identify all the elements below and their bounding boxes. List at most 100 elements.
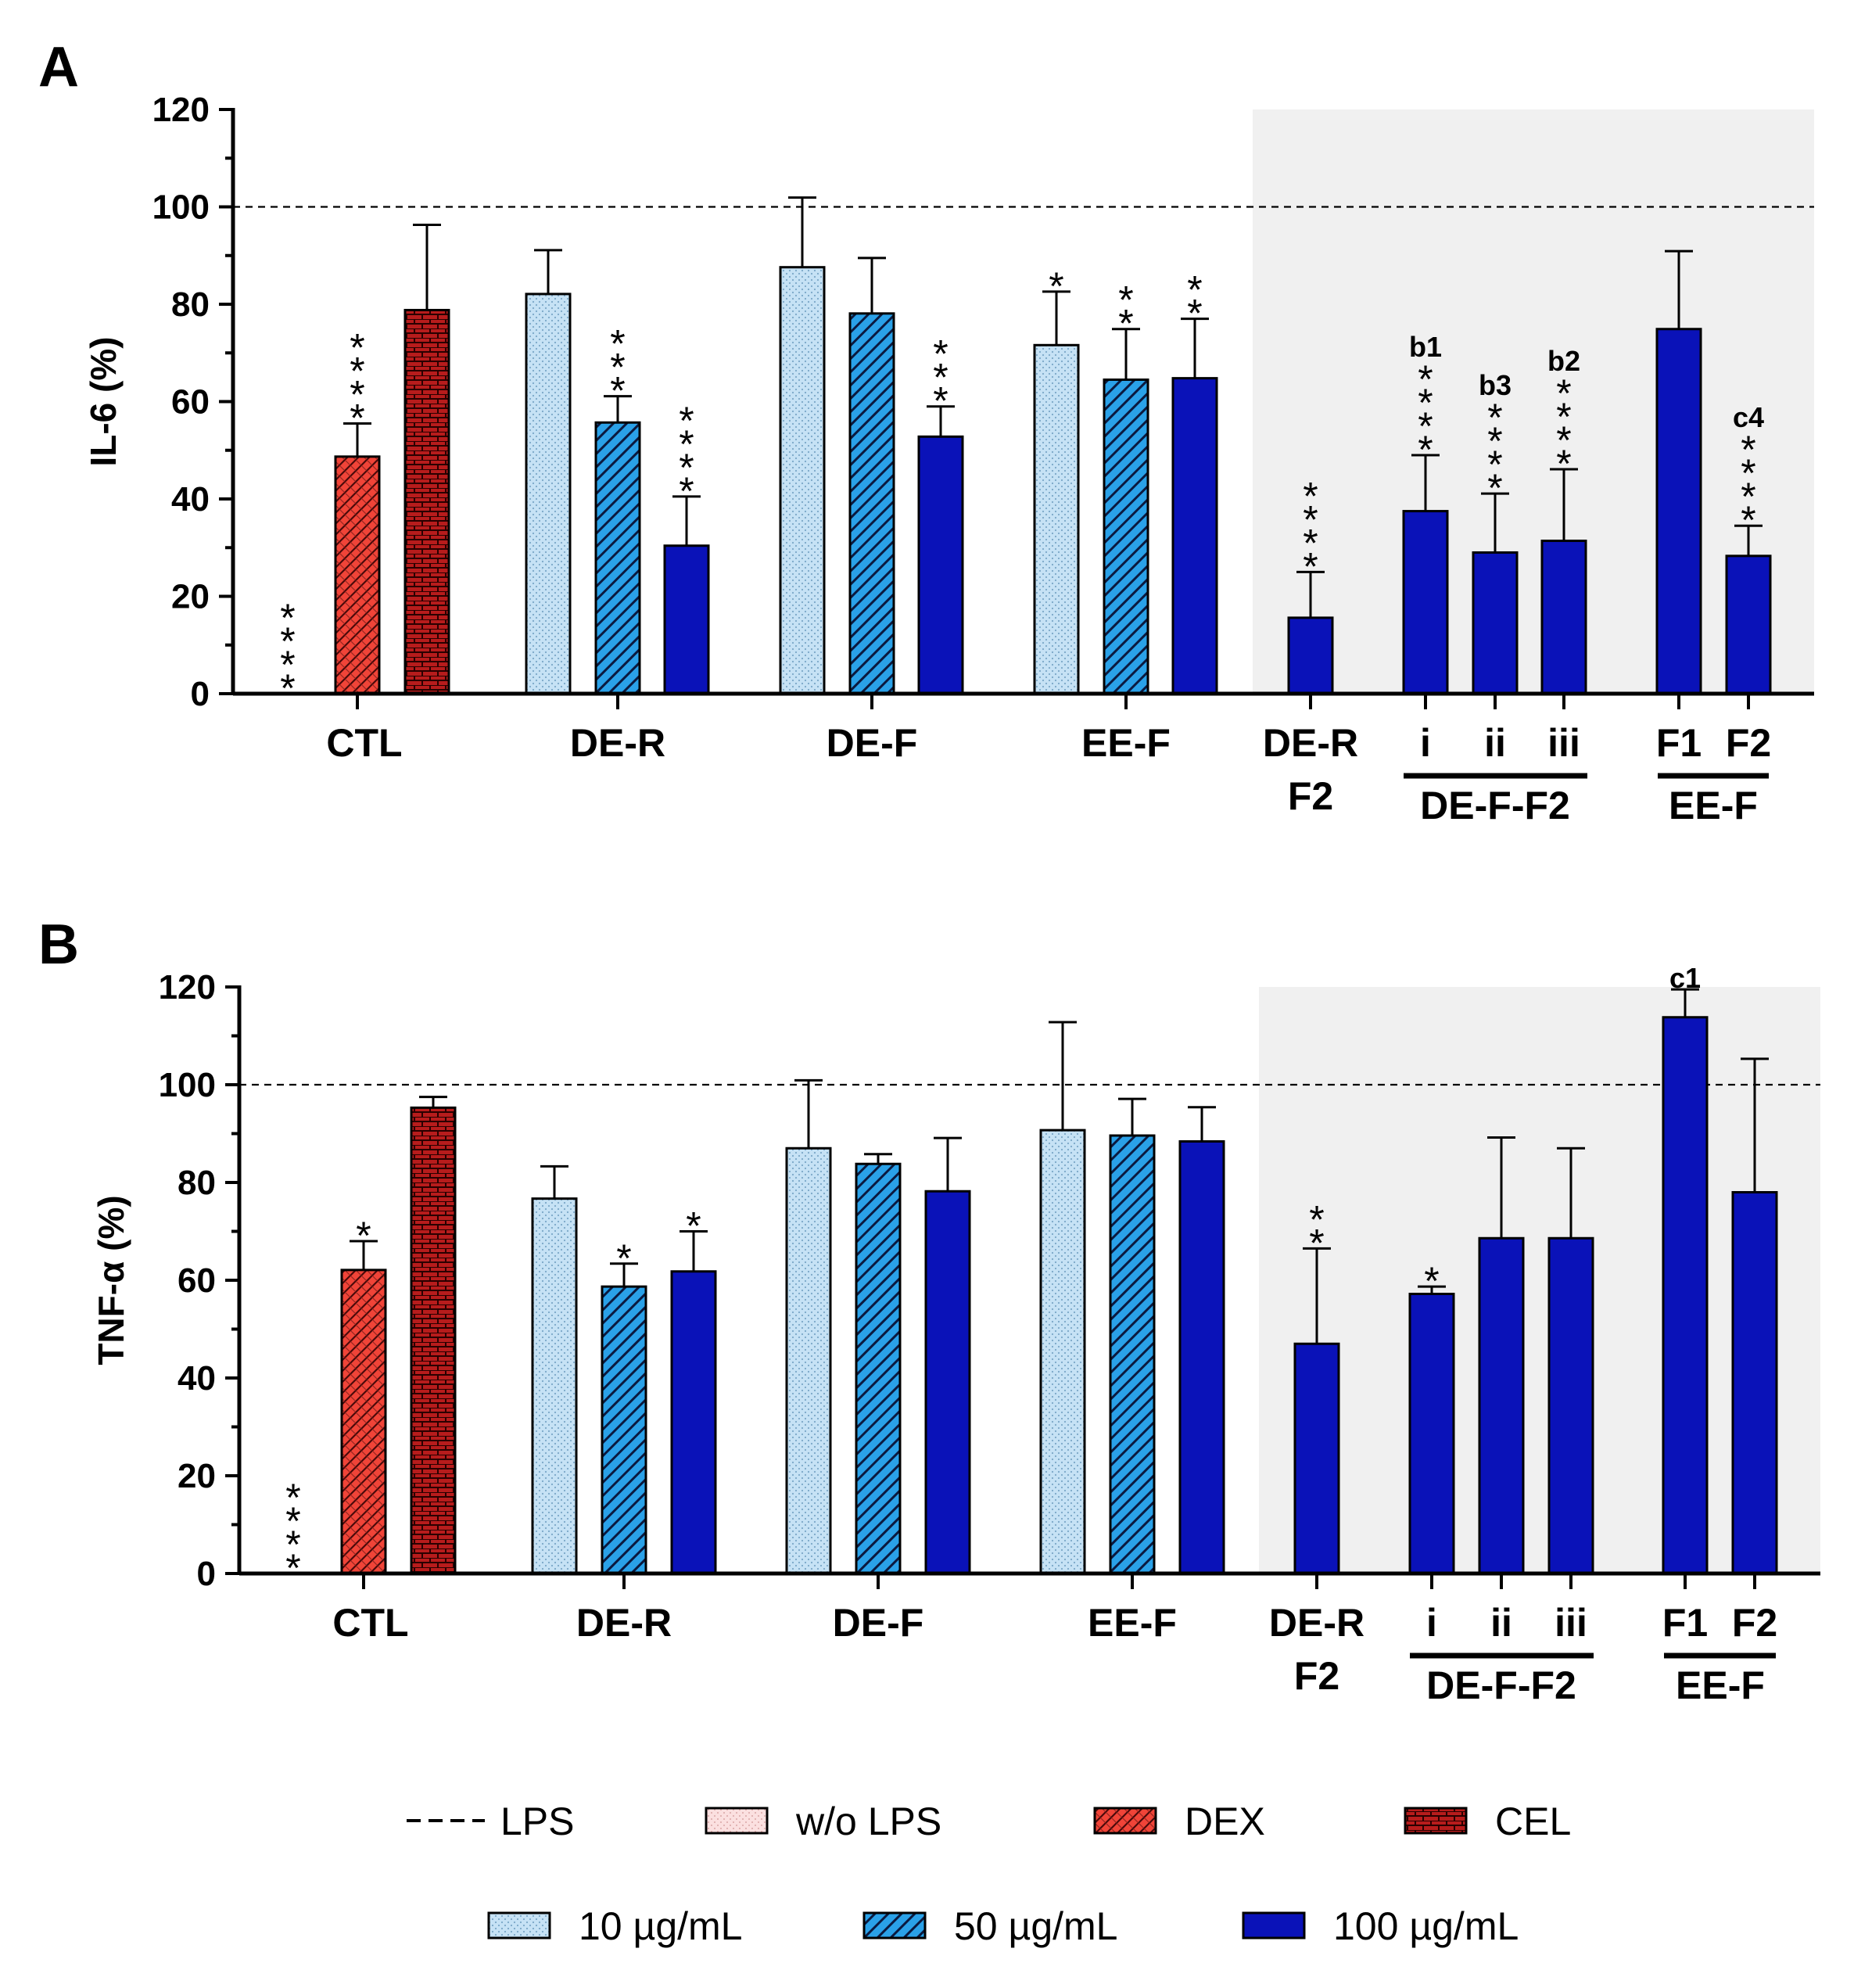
legend-label-c100: 100 µg/mL bbox=[1333, 1904, 1519, 1948]
bar-1-10 bbox=[1109, 1134, 1156, 1575]
sig-star-1-5-0: * bbox=[686, 1204, 701, 1248]
sig-star-0-15-3: * bbox=[1556, 371, 1571, 415]
sig-star-0-5-2: * bbox=[679, 422, 694, 466]
sub-label-0-0: i bbox=[1420, 721, 1431, 765]
sig-star-0-15-2: * bbox=[1556, 395, 1571, 439]
bar-0-13 bbox=[1402, 510, 1449, 695]
sig-star-0-5-3: * bbox=[679, 399, 694, 443]
legend-label-dex: DEX bbox=[1185, 1800, 1265, 1843]
y-tick-label-1-6: 120 bbox=[159, 968, 216, 1007]
bar-1-4 bbox=[601, 1285, 647, 1575]
sig-star-1-1-0: * bbox=[356, 1214, 371, 1258]
bar-0-6 bbox=[779, 266, 826, 695]
letter-0-14: b3 bbox=[1479, 369, 1512, 401]
bar-1-2 bbox=[410, 1106, 457, 1575]
group-label-0-4: DE-R bbox=[1263, 721, 1358, 765]
legend-swatch-c100 bbox=[1242, 1911, 1306, 1940]
group-label-1-6: EE-F bbox=[1676, 1663, 1765, 1707]
sig-star-0-1-2: * bbox=[350, 350, 364, 393]
sub-label-1-4: F2 bbox=[1732, 1601, 1777, 1645]
group-label-0-5: DE-F-F2 bbox=[1420, 784, 1570, 827]
legend-swatch-c50 bbox=[862, 1911, 927, 1940]
sig-star-0-15-0: * bbox=[1556, 442, 1571, 486]
y-tick-label-0-2: 40 bbox=[171, 480, 210, 519]
sub-label-0-3: F1 bbox=[1656, 721, 1702, 765]
sig-star-0-10-0: * bbox=[1118, 302, 1133, 346]
shaded-region-1 bbox=[1259, 987, 1820, 1574]
sig-star-0-4-2: * bbox=[610, 322, 625, 366]
y-axis-label-0: IL-6 (%) bbox=[83, 336, 124, 466]
bar-1-5 bbox=[670, 1270, 717, 1575]
y-tick-label-1-0: 0 bbox=[197, 1555, 216, 1593]
group-label-0-2: DE-F bbox=[827, 721, 918, 765]
panel-label-1: B bbox=[38, 913, 79, 976]
bar-0-9 bbox=[1033, 343, 1080, 695]
sub-label-0-4: F2 bbox=[1726, 721, 1771, 765]
sig-star-0-1-3: * bbox=[350, 326, 364, 370]
bar-1-7 bbox=[855, 1162, 902, 1575]
y-tick-label-0-5: 100 bbox=[152, 188, 210, 227]
sig-star-0-8-0: * bbox=[933, 379, 948, 423]
sig-star-0-14-1: * bbox=[1487, 443, 1502, 486]
y-tick-label-0-0: 0 bbox=[191, 675, 210, 713]
bar-1-9 bbox=[1039, 1129, 1086, 1575]
group-label-0-3: EE-F bbox=[1081, 721, 1171, 765]
group-label-0-0: CTL bbox=[326, 721, 402, 765]
legend-label-c10: 10 µg/mL bbox=[579, 1904, 742, 1948]
bar-0-8 bbox=[917, 435, 964, 695]
sub-label-1-2: iii bbox=[1555, 1601, 1587, 1645]
sig-star-0-14-2: * bbox=[1487, 419, 1502, 463]
sig-star-0-4-1: * bbox=[610, 346, 625, 389]
y-tick-label-1-3: 60 bbox=[178, 1261, 216, 1300]
group-label-1-4: DE-R bbox=[1269, 1601, 1365, 1645]
sub-label-0-1: ii bbox=[1484, 721, 1506, 765]
sig-star-0-17-0: * bbox=[1741, 498, 1755, 542]
legend-label-lps: LPS bbox=[500, 1800, 575, 1843]
group-label-1-0: CTL bbox=[332, 1601, 408, 1645]
bar-0-11 bbox=[1171, 377, 1218, 695]
sig-star-1-0-2: * bbox=[285, 1499, 300, 1543]
y-axis-label-1: TNF-α (%) bbox=[91, 1195, 131, 1365]
bar-0-17 bbox=[1725, 554, 1772, 695]
sig-star-0-0-2: * bbox=[280, 619, 295, 663]
legend-label-cel: CEL bbox=[1495, 1800, 1571, 1843]
sig-star-0-1-0: * bbox=[350, 397, 364, 440]
sig-star-0-11-0: * bbox=[1187, 292, 1202, 336]
panel-label-0: A bbox=[38, 36, 79, 99]
bar-1-11 bbox=[1178, 1140, 1225, 1575]
sub-label-1-3: F1 bbox=[1662, 1601, 1708, 1645]
letter-0-17: c4 bbox=[1733, 401, 1764, 433]
sig-star-0-14-3: * bbox=[1487, 396, 1502, 440]
sig-star-0-13-3: * bbox=[1418, 357, 1433, 401]
sub-label-1-0: i bbox=[1426, 1601, 1437, 1645]
sig-star-1-12-0: * bbox=[1309, 1221, 1324, 1265]
sub-label-1-1: ii bbox=[1490, 1601, 1512, 1645]
y-tick-label-0-4: 80 bbox=[171, 285, 210, 324]
bar-0-14 bbox=[1472, 551, 1519, 695]
sig-star-0-4-0: * bbox=[610, 369, 625, 413]
bar-1-8 bbox=[924, 1190, 971, 1575]
sig-star-1-0-1: * bbox=[285, 1523, 300, 1566]
bar-0-16 bbox=[1655, 328, 1702, 695]
group-label2-1-4: F2 bbox=[1294, 1654, 1339, 1698]
bar-0-4 bbox=[594, 421, 641, 695]
sig-star-1-13-0: * bbox=[1424, 1259, 1439, 1303]
bar-0-15 bbox=[1540, 540, 1587, 695]
sig-star-0-0-0: * bbox=[280, 666, 295, 710]
legend-swatch-c10 bbox=[487, 1911, 551, 1940]
sig-star-1-0-0: * bbox=[285, 1546, 300, 1590]
sig-star-0-5-0: * bbox=[679, 469, 694, 513]
sig-star-1-0-3: * bbox=[285, 1476, 300, 1520]
legend-label-wo: w/o LPS bbox=[795, 1800, 941, 1843]
sig-star-0-13-1: * bbox=[1418, 404, 1433, 448]
bar-1-3 bbox=[531, 1197, 578, 1575]
bar-0-3 bbox=[525, 292, 572, 695]
group-label-1-1: DE-R bbox=[576, 1601, 672, 1645]
bar-1-14 bbox=[1478, 1236, 1525, 1575]
sig-star-1-4-0: * bbox=[616, 1236, 631, 1280]
bar-0-12 bbox=[1287, 616, 1334, 695]
group-label-0-1: DE-R bbox=[570, 721, 665, 765]
y-tick-label-0-1: 20 bbox=[171, 578, 210, 616]
sig-star-0-11-1: * bbox=[1187, 268, 1202, 312]
